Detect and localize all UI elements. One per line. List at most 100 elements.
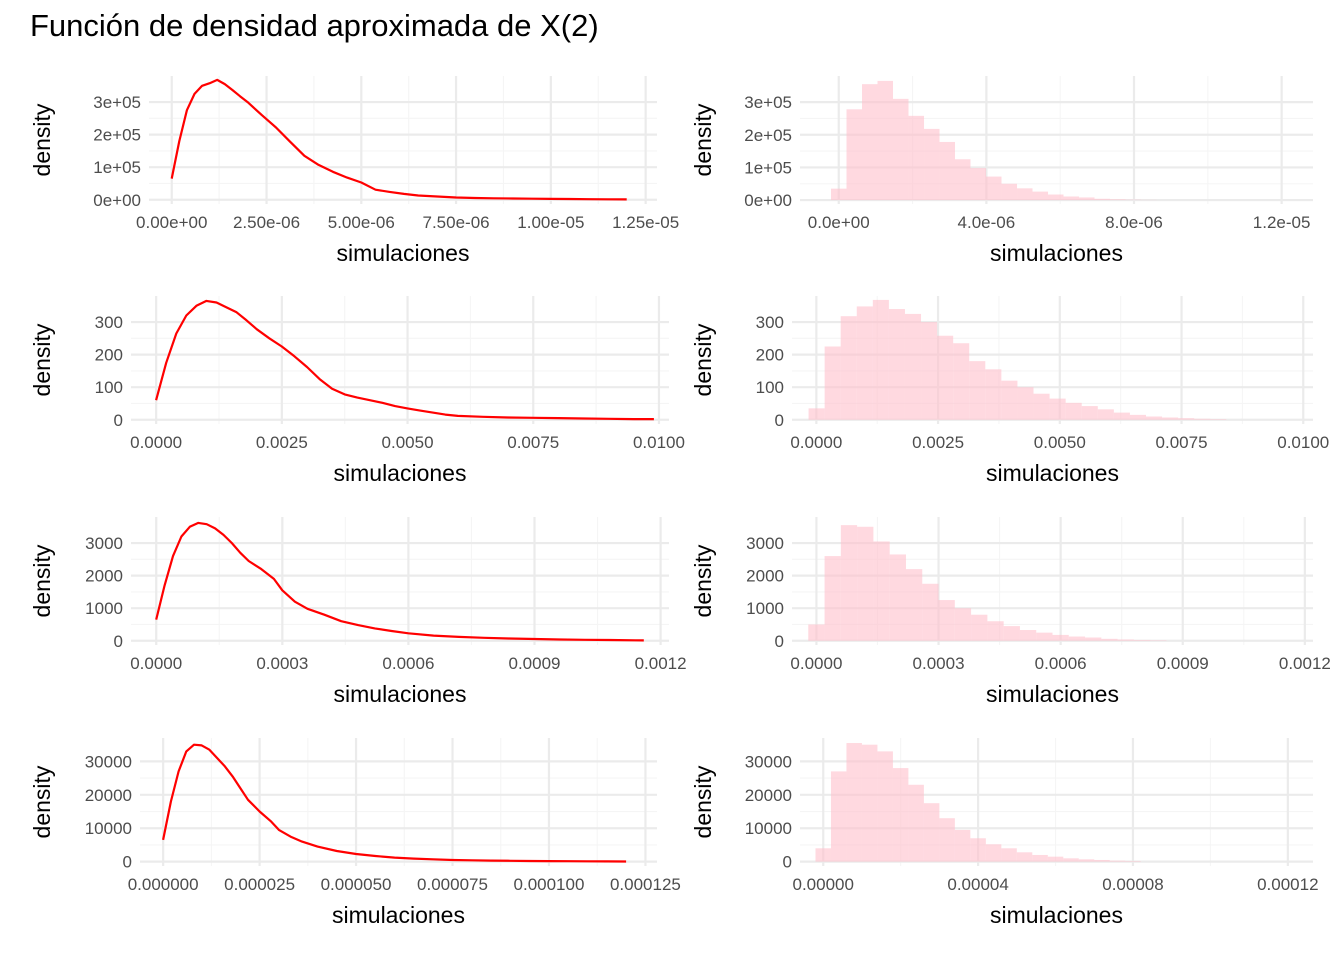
histogram-bar bbox=[1017, 188, 1033, 201]
y-axis-title: density bbox=[29, 323, 55, 396]
chart-title: Función de densidad aproximada de X(2) bbox=[30, 8, 599, 43]
x-tick-label: 0.0000 bbox=[130, 433, 182, 452]
histogram-bar bbox=[872, 299, 889, 420]
y-tick-label: 0 bbox=[114, 632, 123, 651]
y-axis-title: density bbox=[29, 544, 55, 617]
histogram-bar bbox=[1094, 198, 1111, 201]
x-tick-label: 2.50e-06 bbox=[233, 213, 300, 232]
panel-r3c1: 0.0000 0.0003 0.0006 0.0009 0.0012 0 1000 2000 3… bbox=[29, 517, 687, 707]
histogram-bar bbox=[1063, 196, 1080, 201]
x-tick-label: 0.00000 bbox=[793, 875, 854, 894]
histogram-bar bbox=[824, 556, 841, 641]
x-tick-label: 0.0e+00 bbox=[808, 213, 870, 232]
y-axis-title: density bbox=[690, 323, 716, 396]
x-tick-label: 0.00004 bbox=[947, 875, 1008, 894]
x-tick-label: 0.0009 bbox=[1157, 654, 1209, 673]
y-tick-label: 0e+00 bbox=[93, 191, 141, 210]
histogram-bar bbox=[1003, 626, 1020, 641]
histogram-bar bbox=[1117, 639, 1134, 641]
y-axis-title: density bbox=[690, 765, 716, 838]
histogram-bar bbox=[1101, 638, 1118, 641]
y-tick-label: 3000 bbox=[746, 534, 784, 553]
density-line bbox=[155, 521, 644, 642]
x-tick-label: 0.0000 bbox=[790, 433, 842, 452]
x-tick-label: 7.50e-06 bbox=[423, 213, 490, 232]
y-tick-label: 100 bbox=[95, 378, 123, 397]
x-axis-title: simulaciones bbox=[990, 240, 1123, 266]
x-tick-label: 0.0006 bbox=[382, 654, 434, 673]
histogram-bar bbox=[939, 818, 955, 862]
y-tick-label: 2000 bbox=[85, 567, 123, 586]
x-tick-label: 0.0050 bbox=[1034, 433, 1086, 452]
histogram-bar bbox=[971, 614, 988, 641]
x-tick-label: 0.0006 bbox=[1035, 654, 1087, 673]
histogram-bar bbox=[1001, 380, 1018, 420]
x-axis-title: simulaciones bbox=[337, 240, 470, 266]
histogram-bar bbox=[1178, 418, 1195, 420]
y-tick-label: 200 bbox=[756, 346, 784, 365]
histogram-bar bbox=[877, 751, 893, 862]
x-tick-label: 0.00008 bbox=[1102, 875, 1163, 894]
y-tick-label: 200 bbox=[95, 346, 123, 365]
y-tick-label: 3e+05 bbox=[93, 93, 141, 112]
histogram-bar bbox=[857, 526, 874, 641]
histogram-bar bbox=[969, 361, 986, 420]
histogram-bar bbox=[987, 621, 1004, 641]
x-tick-label: 0.000100 bbox=[514, 875, 585, 894]
x-axis-title: simulaciones bbox=[986, 460, 1119, 486]
histogram-bar bbox=[862, 84, 878, 201]
histogram-bar bbox=[846, 743, 862, 862]
histogram-bar bbox=[831, 188, 847, 201]
histogram-bar bbox=[808, 624, 825, 641]
histogram-bar bbox=[1145, 416, 1163, 420]
histogram-bar bbox=[1113, 412, 1130, 420]
y-tick-label: 0 bbox=[783, 853, 792, 872]
histogram-bar bbox=[922, 583, 939, 641]
histogram-bar bbox=[1109, 860, 1126, 862]
histogram-bar bbox=[861, 744, 878, 862]
panel-r2c2: 0.0000 0.0025 0.0050 0.0075 0.0100 0 100 200 300… bbox=[690, 296, 1329, 486]
density-line bbox=[170, 78, 627, 201]
x-tick-label: 0.0003 bbox=[913, 654, 965, 673]
density-line bbox=[155, 299, 654, 421]
histogram-bar bbox=[1019, 630, 1037, 641]
x-tick-label: 0.000000 bbox=[128, 875, 199, 894]
y-tick-label: 0 bbox=[775, 411, 784, 430]
y-tick-label: 0 bbox=[775, 632, 784, 651]
y-tick-label: 2000 bbox=[746, 567, 784, 586]
panel-r4c1: 0.000000 0.000025 0.000050 0.000075 0.000100… bbox=[29, 738, 681, 928]
x-tick-label: 0.0025 bbox=[256, 433, 308, 452]
x-tick-label: 0.000025 bbox=[224, 875, 295, 894]
histogram-bar bbox=[955, 159, 971, 201]
histogram-bar bbox=[1063, 858, 1079, 862]
histogram-bar bbox=[815, 848, 831, 862]
histogram-bar bbox=[1032, 854, 1048, 862]
x-tick-label: 0.000125 bbox=[610, 875, 681, 894]
y-tick-label: 10000 bbox=[745, 819, 792, 838]
histogram-bar bbox=[1133, 639, 1151, 641]
histogram-bar bbox=[904, 313, 922, 420]
y-tick-label: 3000 bbox=[85, 534, 123, 553]
histogram-bar bbox=[1085, 637, 1102, 641]
histogram-bar bbox=[953, 343, 970, 420]
histogram-bar bbox=[889, 554, 906, 641]
x-tick-label: 0.0050 bbox=[382, 433, 434, 452]
y-tick-label: 2e+05 bbox=[93, 126, 141, 145]
histogram-bar bbox=[921, 322, 938, 420]
x-tick-label: 0.0000 bbox=[130, 654, 182, 673]
y-tick-label: 100 bbox=[756, 378, 784, 397]
y-tick-label: 1000 bbox=[85, 599, 123, 618]
histogram-bar bbox=[937, 335, 954, 420]
y-tick-label: 30000 bbox=[85, 752, 132, 771]
histogram-bar bbox=[1065, 402, 1082, 420]
histogram-bar bbox=[1052, 634, 1069, 641]
x-axis-title: simulaciones bbox=[334, 681, 467, 707]
histogram-bar bbox=[970, 838, 986, 862]
x-axis-title: simulaciones bbox=[986, 681, 1119, 707]
y-tick-label: 2e+05 bbox=[744, 126, 792, 145]
histogram-bar bbox=[892, 768, 909, 862]
y-tick-label: 30000 bbox=[745, 752, 792, 771]
histogram-bar bbox=[1016, 852, 1033, 862]
y-tick-label: 1e+05 bbox=[93, 158, 141, 177]
